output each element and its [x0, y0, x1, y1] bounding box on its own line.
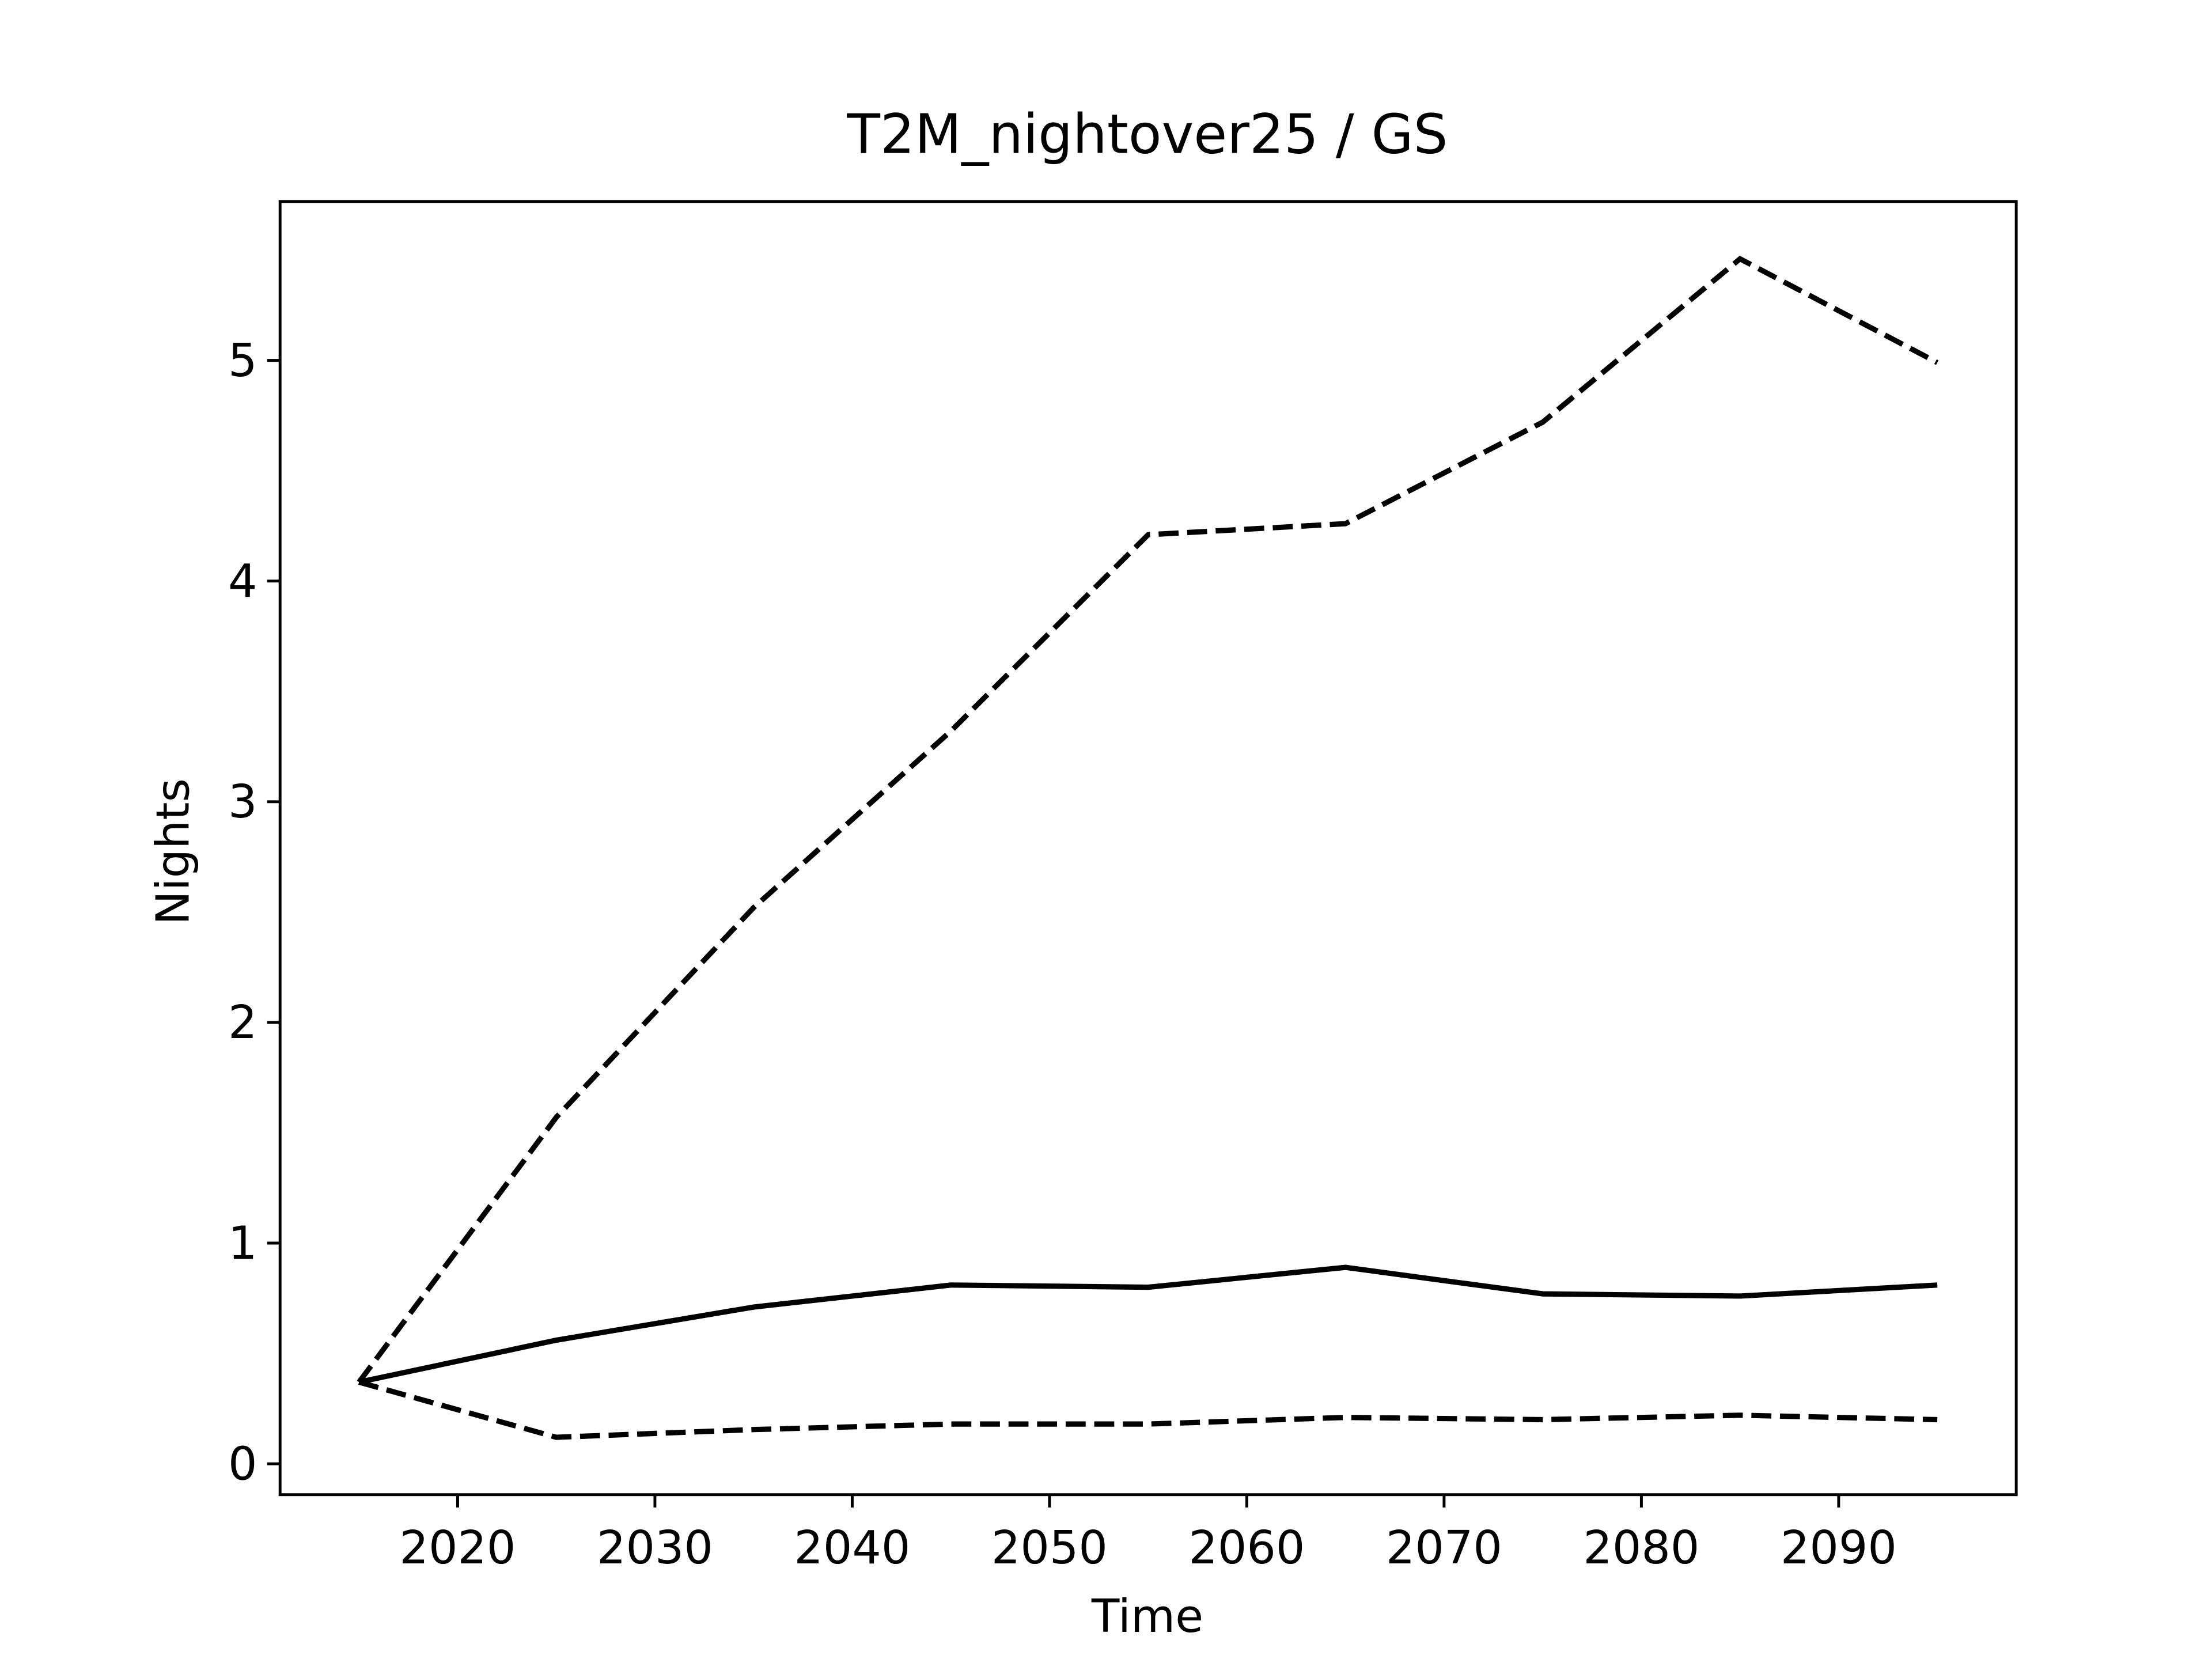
y-tick-label: 2: [228, 995, 257, 1049]
y-tick-label: 0: [228, 1437, 257, 1490]
y-tick-label: 3: [228, 775, 257, 828]
x-tick-label: 2070: [1386, 1521, 1502, 1574]
x-tick-label: 2020: [399, 1521, 516, 1574]
chart-title: T2M_nightover25 / GS: [846, 103, 1448, 166]
x-tick-label: 2030: [597, 1521, 713, 1574]
x-tick-label: 2080: [1583, 1521, 1699, 1574]
y-tick-label: 1: [228, 1216, 257, 1270]
data-line: [358, 1264, 1938, 1385]
y-tick-label: 4: [228, 554, 257, 608]
x-tick-label: 2060: [1188, 1521, 1305, 1574]
y-tick-label: 5: [228, 334, 257, 387]
x-tick-label: 2050: [991, 1521, 1108, 1574]
plot-frame: [278, 200, 2018, 1497]
x-axis-label: Time: [1091, 1589, 1203, 1643]
x-tick-label: 2090: [1781, 1521, 1897, 1574]
x-tick-label: 2040: [794, 1521, 910, 1574]
y-axis-label: Nights: [146, 778, 199, 925]
data-line: [358, 1379, 1938, 1440]
data-line: [357, 255, 1939, 1384]
